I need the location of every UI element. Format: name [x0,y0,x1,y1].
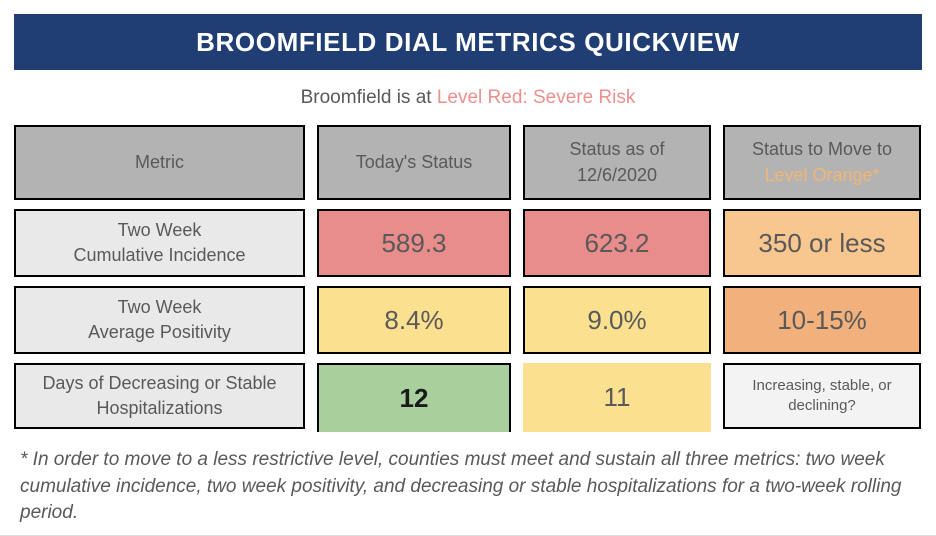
metric-label-line1: Two Week [117,296,202,317]
incidence-today-cell: 589.3 [317,209,511,277]
column-header-label: Metric [135,151,184,172]
metric-label-line2: Average Positivity [88,322,231,342]
column-header-status-as-of: Status as of 12/6/2020 [523,125,711,200]
status-level-badge: Level Red: Severe Risk [436,87,636,108]
status-line-prefix: Broomfield is at [300,87,437,108]
title-bar: BROOMFIELD DIAL METRICS QUICKVIEW [14,14,922,70]
column-header-label-line1: Status as of [569,139,665,160]
level-orange-label: Level Orange* [764,164,880,185]
column-header-today-status: Today's Status [317,125,511,200]
metric-label-hospitalizations: Days of Decreasing or Stable Hospitaliza… [14,363,305,429]
column-header-label-line1: Status to Move to [751,139,893,160]
page-title: BROOMFIELD DIAL METRICS QUICKVIEW [196,26,740,57]
positivity-target-cell: 10-15% [723,286,921,354]
incidence-previous-cell: 623.2 [523,209,711,277]
column-header-metric: Metric [14,125,305,200]
metric-label-line2: Hospitalizations [96,398,223,418]
incidence-target-cell: 350 or less [723,209,921,277]
status-line: Broomfield is at Level Red: Severe Risk [0,87,936,109]
column-header-label-line2: 12/6/2020 [576,164,658,185]
positivity-previous-cell: 9.0% [523,286,711,354]
metric-label-line2: Cumulative Incidence [73,245,246,265]
metrics-table: Metric Today's Status Status as of 12/6/… [14,125,922,432]
metric-label-line1: Days of Decreasing or Stable [42,372,277,393]
footnote: * In order to move to a less restrictive… [20,449,902,524]
hospitalizations-target-cell: Increasing, stable, or declining? [723,363,921,429]
metric-label-average-positivity: Two Week Average Positivity [14,286,305,354]
hospitalizations-previous-cell: 11 [523,363,711,432]
column-header-status-to-move: Status to Move to Level Orange* [723,125,921,200]
positivity-today-cell: 8.4% [317,286,511,354]
column-header-label: Today's Status [355,151,473,172]
hospitalizations-today-cell: 12 [317,363,511,432]
metric-label-cumulative-incidence: Two Week Cumulative Incidence [14,209,305,277]
metric-label-line1: Two Week [117,219,202,240]
